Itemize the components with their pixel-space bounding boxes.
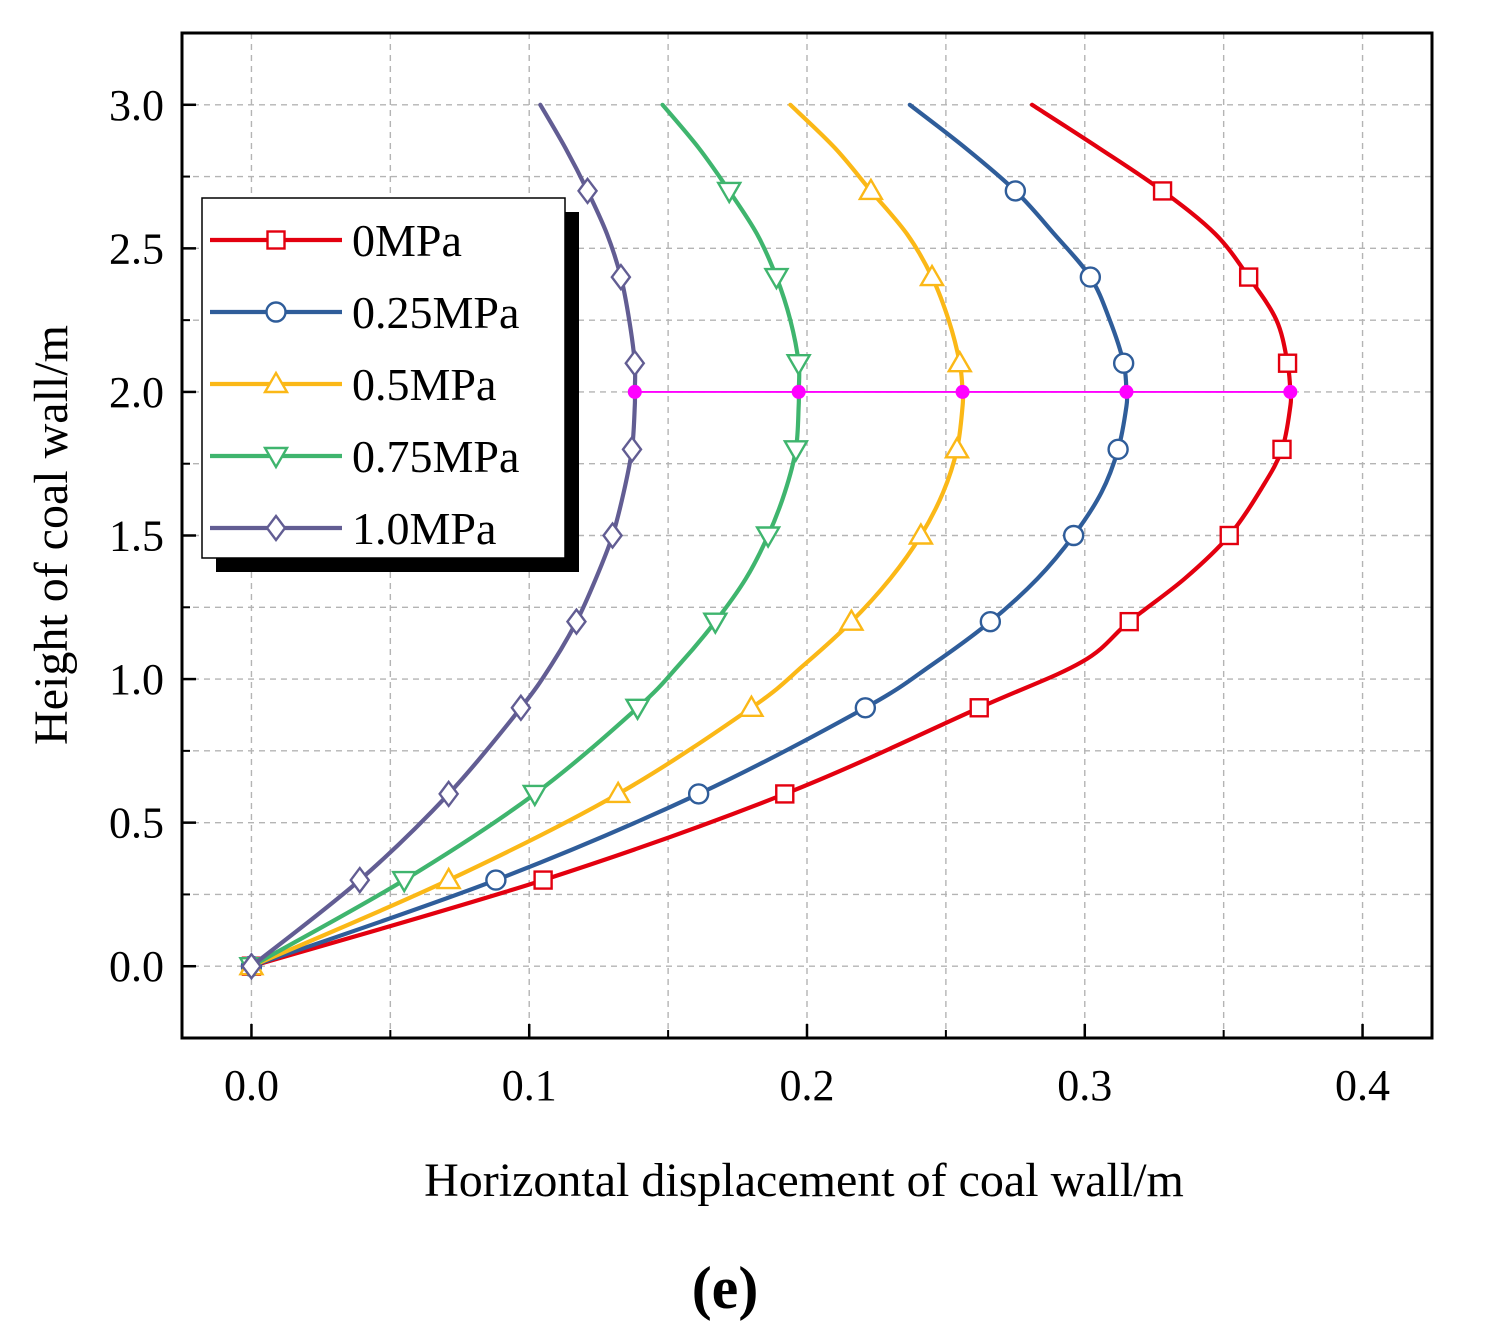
data-point xyxy=(716,181,743,205)
data-point xyxy=(687,783,710,805)
data-point xyxy=(391,870,418,894)
data-point xyxy=(943,435,971,459)
data-point xyxy=(785,354,812,377)
x-tick-label: 0.3 xyxy=(1057,1061,1112,1110)
data-point xyxy=(979,610,1002,633)
data-point xyxy=(521,784,548,808)
data-point xyxy=(969,698,989,718)
data-point xyxy=(605,780,632,804)
legend-label: 0.75MPa xyxy=(352,431,519,482)
series-line-1.0MPa xyxy=(249,102,638,969)
data-point xyxy=(602,521,624,550)
data-point xyxy=(621,435,643,464)
series-1.0MPa xyxy=(240,102,646,981)
data-point xyxy=(702,612,729,636)
data-point xyxy=(624,349,646,378)
data-point xyxy=(1219,525,1239,546)
x-tick-label: 0.2 xyxy=(780,1061,835,1110)
data-point xyxy=(946,349,973,373)
y-tick-label: 0.5 xyxy=(109,799,164,848)
data-point xyxy=(1152,181,1173,201)
x-tick-label: 0.1 xyxy=(502,1061,557,1110)
legend-marker xyxy=(266,230,286,250)
data-point xyxy=(240,952,262,981)
series-0MPa xyxy=(241,102,1298,976)
data-point xyxy=(755,526,782,549)
data-point xyxy=(1107,438,1129,461)
y-tick-label: 1.0 xyxy=(109,655,164,704)
series-layer xyxy=(238,102,1298,981)
y-tick-label: 2.0 xyxy=(109,368,164,417)
reference-point xyxy=(1283,384,1298,399)
series-line-0MPa xyxy=(249,102,1294,969)
data-point xyxy=(854,697,877,719)
data-point xyxy=(533,870,553,890)
data-point xyxy=(738,694,765,717)
data-point xyxy=(485,869,507,891)
legend-entry-0.75MPa: 0.75MPa xyxy=(210,431,519,482)
reference-point xyxy=(627,384,642,399)
data-point xyxy=(907,522,934,545)
reference-point xyxy=(1119,384,1134,399)
data-point xyxy=(918,263,946,287)
y-tick-label: 3.0 xyxy=(109,81,164,130)
data-point xyxy=(624,698,651,722)
y-axis-title: Height of coal wall/m xyxy=(25,325,78,745)
legend-marker xyxy=(262,370,290,394)
data-point xyxy=(1062,524,1085,547)
legend-entry-0.25MPa: 0.25MPa xyxy=(210,287,519,338)
data-point xyxy=(857,177,884,201)
y-tick-label: 0.0 xyxy=(109,942,164,991)
panel-label: (e) xyxy=(692,1255,759,1321)
legend: 0MPa 0.25MPa 0.5MPa 0.75MPa 1.0MPa xyxy=(201,197,579,572)
reference-point xyxy=(791,384,806,399)
data-point xyxy=(577,176,599,205)
x-tick-label: 0.4 xyxy=(1335,1061,1390,1110)
y-tick-label: 2.5 xyxy=(109,224,164,273)
data-point xyxy=(1079,266,1102,288)
x-axis-title: Horizontal displacement of coal wall/m xyxy=(424,1154,1184,1207)
reference-point xyxy=(955,384,970,399)
data-point xyxy=(435,866,462,890)
legend-marker xyxy=(265,301,287,323)
data-point xyxy=(775,784,795,804)
data-point xyxy=(782,440,809,463)
legend-label: 0MPa xyxy=(352,215,462,266)
legend-marker xyxy=(262,446,290,470)
legend-entry-0MPa: 0MPa xyxy=(210,215,462,266)
data-point xyxy=(1004,180,1027,202)
legend-entry-1.0MPa: 1.0MPa xyxy=(210,503,496,554)
data-point xyxy=(838,608,865,631)
data-point xyxy=(565,607,587,636)
axes-layer: 0.0 0.1 0.2 0.3 0.4 0.0 0.5 1.0 1.5 2.0 2.5 3.0 xyxy=(109,31,1434,1110)
data-point xyxy=(349,866,371,895)
legend-label: 1.0MPa xyxy=(352,503,496,554)
series-0.25MPa xyxy=(240,102,1135,977)
data-point xyxy=(438,779,460,808)
data-point xyxy=(1238,267,1259,287)
data-point xyxy=(1277,353,1298,373)
legend-label: 0.25MPa xyxy=(352,287,519,338)
legend-box xyxy=(201,197,566,559)
data-point xyxy=(1272,439,1292,460)
data-point xyxy=(610,263,632,292)
data-point xyxy=(510,693,532,722)
y-tick-label: 1.5 xyxy=(109,512,164,561)
legend-entry-0.5MPa: 0.5MPa xyxy=(210,359,496,410)
x-tick-label: 0.0 xyxy=(224,1061,279,1110)
legend-marker xyxy=(265,514,287,542)
data-point xyxy=(763,267,790,291)
data-point xyxy=(1112,352,1135,374)
data-point xyxy=(1119,611,1139,632)
legend-label: 0.5MPa xyxy=(352,359,496,410)
